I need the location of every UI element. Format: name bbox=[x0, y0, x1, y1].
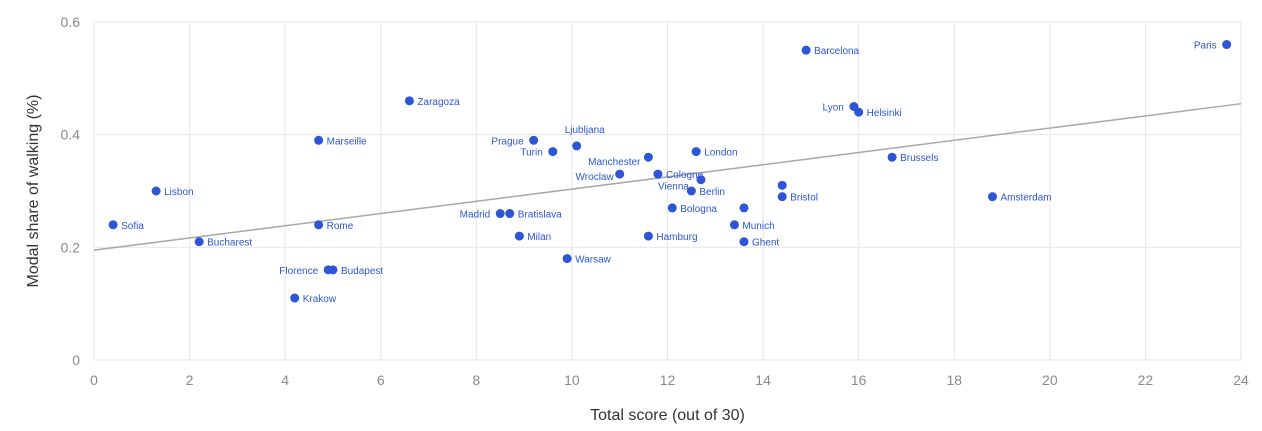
data-label: Rome bbox=[327, 221, 354, 232]
x-tick-label: 22 bbox=[1138, 372, 1154, 388]
data-point bbox=[314, 220, 324, 230]
data-label: Helsinki bbox=[867, 108, 902, 119]
grid bbox=[93, 21, 1242, 361]
y-tick-label: 0.4 bbox=[61, 127, 81, 143]
data-point bbox=[562, 254, 572, 264]
data-label: Ghent bbox=[752, 238, 779, 249]
data-label: Bratislava bbox=[518, 210, 562, 221]
x-tick-label: 12 bbox=[660, 372, 676, 388]
data-label: London bbox=[704, 148, 737, 159]
data-point bbox=[514, 231, 524, 241]
y-tick-label: 0 bbox=[72, 352, 80, 368]
data-point bbox=[643, 152, 653, 162]
data-point bbox=[643, 231, 653, 241]
trendline-layer bbox=[93, 102, 1242, 251]
data-label: Milan bbox=[527, 232, 551, 243]
data-point bbox=[151, 186, 161, 196]
x-axis-title: Total score (out of 30) bbox=[590, 407, 745, 424]
data-point bbox=[653, 169, 663, 179]
data-point bbox=[505, 209, 515, 219]
data-label: Cologne bbox=[666, 170, 704, 181]
data-label: Wroclaw bbox=[576, 172, 615, 183]
data-label: Marseille bbox=[327, 136, 367, 147]
data-point bbox=[548, 147, 558, 157]
data-label: Bucharest bbox=[207, 238, 252, 249]
x-tick-label: 4 bbox=[281, 372, 289, 388]
data-labels: Paris Barcelona Lyon Helsinki Zaragoza Marsei… bbox=[121, 41, 1217, 305]
data-point bbox=[1222, 40, 1232, 50]
x-tick-label: 18 bbox=[946, 372, 962, 388]
data-point bbox=[987, 192, 997, 202]
data-point bbox=[108, 220, 118, 230]
data-label: Prague bbox=[491, 136, 524, 147]
data-label: Bristol bbox=[790, 193, 818, 204]
x-tick-label: 20 bbox=[1042, 372, 1058, 388]
data-label: Lisbon bbox=[164, 187, 193, 198]
data-label: Madrid bbox=[460, 210, 491, 221]
data-point bbox=[194, 237, 204, 247]
data-point bbox=[739, 237, 749, 247]
data-point bbox=[615, 169, 625, 179]
data-label: Lyon bbox=[823, 103, 844, 114]
x-tick-label: 2 bbox=[186, 372, 194, 388]
data-point bbox=[572, 141, 582, 151]
data-label: Bologna bbox=[680, 204, 717, 215]
data-point bbox=[667, 203, 677, 213]
data-point bbox=[696, 175, 706, 185]
x-tick-label: 10 bbox=[564, 372, 580, 388]
data-point bbox=[729, 220, 739, 230]
data-point bbox=[777, 180, 787, 190]
data-label: Ljubljana bbox=[565, 125, 605, 136]
data-label: Budapest bbox=[341, 266, 383, 277]
data-point bbox=[495, 209, 505, 219]
data-point bbox=[887, 152, 897, 162]
data-point bbox=[529, 135, 539, 145]
data-label: Krakow bbox=[303, 294, 337, 305]
trendline bbox=[93, 102, 1242, 251]
data-point bbox=[686, 186, 696, 196]
data-label: Florence bbox=[279, 266, 318, 277]
data-label: Amsterdam bbox=[1000, 193, 1051, 204]
data-label: Paris bbox=[1194, 41, 1217, 52]
data-point bbox=[801, 45, 811, 55]
data-label: Berlin bbox=[699, 187, 725, 198]
data-point bbox=[314, 135, 324, 145]
data-point bbox=[777, 192, 787, 202]
data-label: Vienna bbox=[658, 182, 689, 193]
x-tick-label: 24 bbox=[1233, 372, 1249, 388]
data-label: Barcelona bbox=[814, 46, 859, 57]
data-point bbox=[854, 107, 864, 117]
x-tick-label: 8 bbox=[472, 372, 480, 388]
x-tick-label: 16 bbox=[851, 372, 867, 388]
y-tick-label: 0.6 bbox=[61, 14, 81, 30]
x-tick-label: 6 bbox=[377, 372, 385, 388]
data-label: Turin bbox=[520, 148, 542, 159]
data-label: Sofia bbox=[121, 221, 144, 232]
data-label: Brussels bbox=[900, 153, 938, 164]
data-point bbox=[739, 203, 749, 213]
data-point bbox=[328, 265, 338, 275]
y-tick-label: 0.2 bbox=[61, 239, 81, 255]
data-point bbox=[404, 96, 414, 106]
data-points bbox=[108, 40, 1232, 303]
data-point bbox=[290, 293, 300, 303]
data-label: Manchester bbox=[588, 157, 641, 168]
data-label: Hamburg bbox=[656, 232, 697, 243]
data-label: Munich bbox=[742, 221, 774, 232]
data-point bbox=[691, 147, 701, 157]
x-tick-label: 14 bbox=[755, 372, 771, 388]
y-axis-title: Modal share of walking (%) bbox=[25, 95, 42, 288]
x-tick-label: 0 bbox=[90, 372, 98, 388]
data-label: Warsaw bbox=[575, 255, 612, 266]
data-label: Zaragoza bbox=[417, 97, 460, 108]
